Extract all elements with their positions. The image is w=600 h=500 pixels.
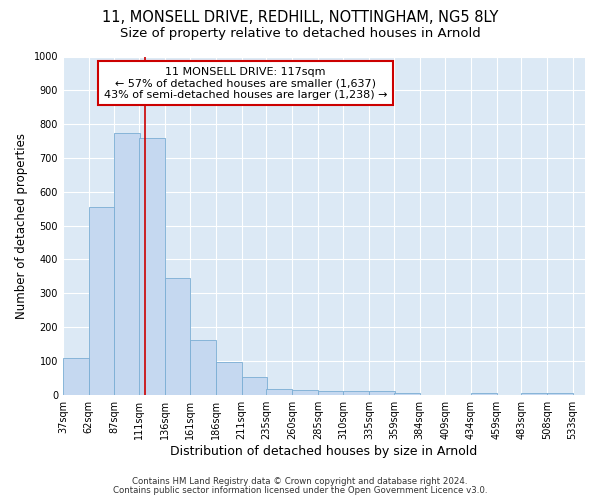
Text: Contains HM Land Registry data © Crown copyright and database right 2024.: Contains HM Land Registry data © Crown c… <box>132 477 468 486</box>
Text: Contains public sector information licensed under the Open Government Licence v3: Contains public sector information licen… <box>113 486 487 495</box>
Bar <box>292 390 318 394</box>
Bar <box>471 393 497 394</box>
Bar <box>63 358 89 395</box>
Bar <box>89 207 115 394</box>
Y-axis label: Number of detached properties: Number of detached properties <box>15 132 28 318</box>
Text: Size of property relative to detached houses in Arnold: Size of property relative to detached ho… <box>119 28 481 40</box>
Bar <box>216 362 242 394</box>
Bar <box>547 393 572 394</box>
Bar <box>139 138 164 394</box>
Bar <box>164 278 190 394</box>
Bar <box>343 392 369 394</box>
Bar <box>115 132 140 394</box>
Bar <box>318 391 343 394</box>
Bar <box>521 393 547 394</box>
Bar <box>190 340 216 394</box>
Text: 11, MONSELL DRIVE, REDHILL, NOTTINGHAM, NG5 8LY: 11, MONSELL DRIVE, REDHILL, NOTTINGHAM, … <box>102 10 498 25</box>
Bar <box>369 392 395 394</box>
X-axis label: Distribution of detached houses by size in Arnold: Distribution of detached houses by size … <box>170 444 478 458</box>
Bar <box>242 377 268 394</box>
Bar <box>266 388 292 394</box>
Text: 11 MONSELL DRIVE: 117sqm
← 57% of detached houses are smaller (1,637)
43% of sem: 11 MONSELL DRIVE: 117sqm ← 57% of detach… <box>104 66 388 100</box>
Bar <box>394 393 419 394</box>
